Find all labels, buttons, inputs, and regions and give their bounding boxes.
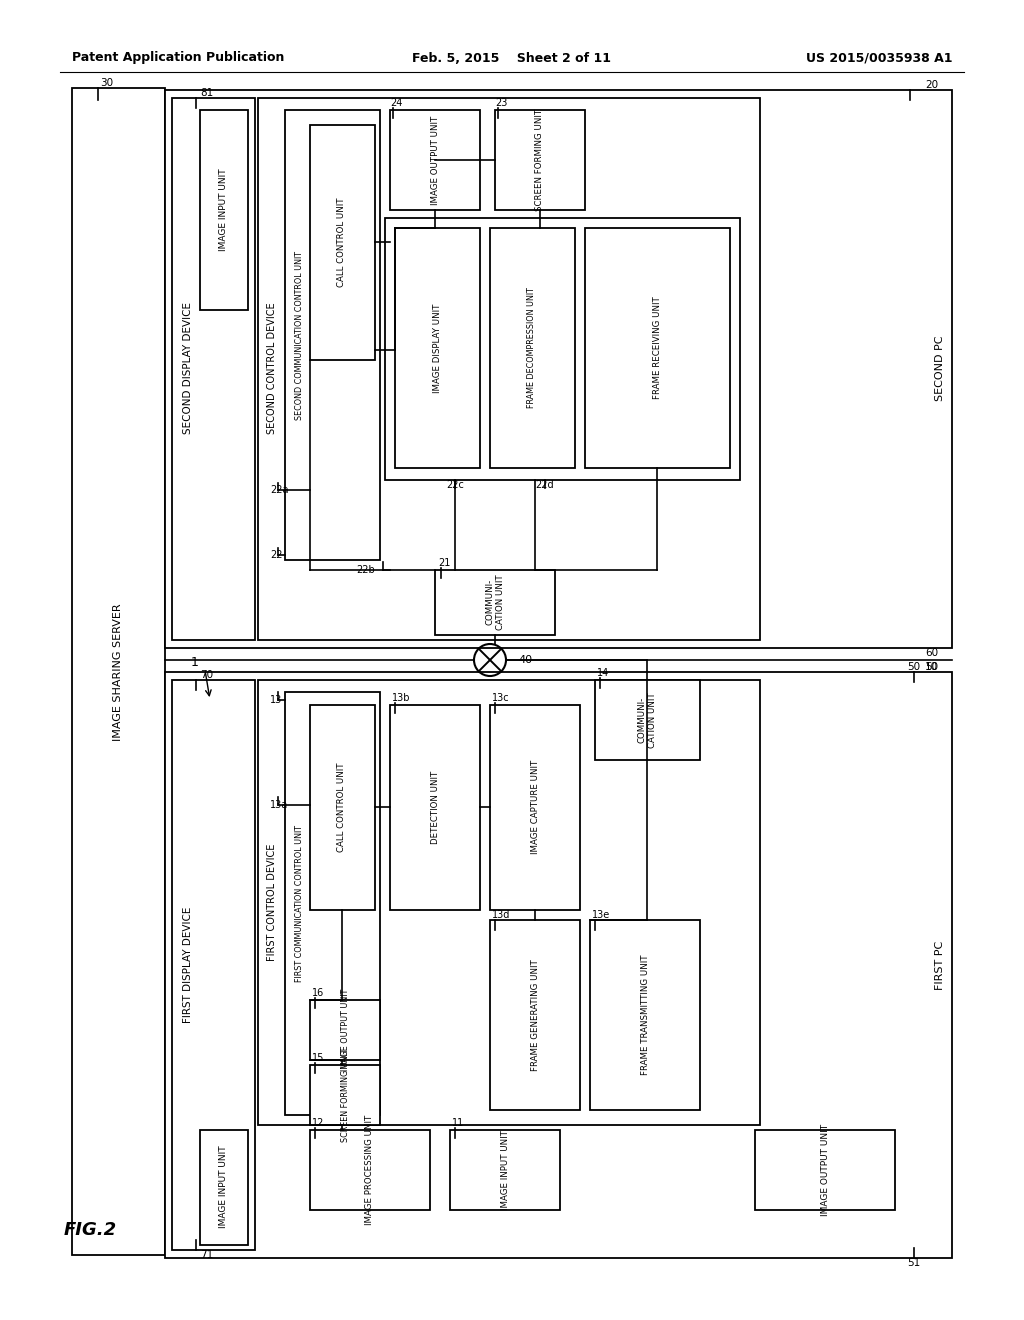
Text: IMAGE OUTPUT UNIT: IMAGE OUTPUT UNIT bbox=[341, 989, 349, 1071]
Bar bbox=[258, 680, 760, 1125]
Bar bbox=[172, 98, 255, 640]
Bar bbox=[285, 692, 380, 1115]
Text: 51: 51 bbox=[906, 1258, 920, 1269]
Text: Feb. 5, 2015    Sheet 2 of 11: Feb. 5, 2015 Sheet 2 of 11 bbox=[413, 51, 611, 65]
Text: 14: 14 bbox=[597, 668, 609, 678]
Text: 50: 50 bbox=[925, 663, 938, 672]
Text: 13e: 13e bbox=[592, 909, 610, 920]
Text: 30: 30 bbox=[100, 78, 113, 88]
Bar bbox=[495, 110, 585, 210]
Bar bbox=[490, 228, 575, 469]
Text: CALL CONTROL UNIT: CALL CONTROL UNIT bbox=[338, 762, 346, 851]
Text: 15: 15 bbox=[312, 1053, 325, 1063]
Text: IMAGE OUTPUT UNIT: IMAGE OUTPUT UNIT bbox=[820, 1123, 829, 1216]
Text: 23: 23 bbox=[495, 98, 507, 108]
Text: 71: 71 bbox=[200, 1250, 213, 1261]
Bar bbox=[490, 705, 580, 909]
Text: FIRST CONTROL DEVICE: FIRST CONTROL DEVICE bbox=[267, 843, 278, 961]
Text: 13c: 13c bbox=[492, 693, 510, 704]
Bar bbox=[310, 1130, 430, 1210]
Text: SECOND PC: SECOND PC bbox=[935, 335, 945, 401]
Text: US 2015/0035938 A1: US 2015/0035938 A1 bbox=[806, 51, 952, 65]
Bar bbox=[72, 88, 165, 1255]
Bar bbox=[165, 90, 952, 648]
Bar bbox=[450, 1130, 560, 1210]
Bar bbox=[490, 920, 580, 1110]
Text: FRAME RECEIVING UNIT: FRAME RECEIVING UNIT bbox=[652, 297, 662, 400]
Text: SECOND DISPLAY DEVICE: SECOND DISPLAY DEVICE bbox=[183, 302, 193, 434]
Text: DETECTION UNIT: DETECTION UNIT bbox=[430, 771, 439, 843]
Bar bbox=[285, 110, 380, 560]
Bar bbox=[165, 672, 952, 1258]
Text: 40: 40 bbox=[518, 655, 532, 665]
Text: 11: 11 bbox=[452, 1118, 464, 1129]
Text: 22b: 22b bbox=[356, 565, 375, 576]
Text: 13: 13 bbox=[270, 696, 283, 705]
Bar bbox=[258, 98, 760, 640]
Bar bbox=[172, 680, 255, 1250]
Text: 22a: 22a bbox=[270, 484, 289, 495]
Bar bbox=[200, 1130, 248, 1245]
Bar bbox=[395, 228, 480, 469]
Text: 13a: 13a bbox=[270, 800, 288, 810]
Bar bbox=[385, 218, 740, 480]
Text: FIG.2: FIG.2 bbox=[63, 1221, 117, 1239]
Text: 16: 16 bbox=[312, 987, 325, 998]
Text: SECOND COMMUNICATION CONTROL UNIT: SECOND COMMUNICATION CONTROL UNIT bbox=[296, 251, 304, 420]
Bar bbox=[755, 1130, 895, 1210]
Text: FRAME DECOMPRESSION UNIT: FRAME DECOMPRESSION UNIT bbox=[527, 288, 537, 408]
Text: 20: 20 bbox=[925, 81, 938, 90]
Text: COMMUNI-
CATION UNIT: COMMUNI- CATION UNIT bbox=[637, 692, 656, 748]
Text: Patent Application Publication: Patent Application Publication bbox=[72, 51, 285, 65]
Text: IMAGE CAPTURE UNIT: IMAGE CAPTURE UNIT bbox=[530, 760, 540, 854]
Text: IMAGE INPUT UNIT: IMAGE INPUT UNIT bbox=[219, 1146, 228, 1229]
Bar bbox=[310, 125, 375, 360]
Text: SCREEN FORMING UNIT: SCREEN FORMING UNIT bbox=[536, 110, 545, 211]
Text: IMAGE SHARING SERVER: IMAGE SHARING SERVER bbox=[113, 603, 123, 741]
Text: SECOND CONTROL DEVICE: SECOND CONTROL DEVICE bbox=[267, 302, 278, 434]
Text: 22c: 22c bbox=[446, 480, 464, 490]
Text: COMMUNI-
CATION UNIT: COMMUNI- CATION UNIT bbox=[485, 574, 505, 630]
Bar bbox=[590, 920, 700, 1110]
Text: IMAGE INPUT UNIT: IMAGE INPUT UNIT bbox=[501, 1130, 510, 1210]
Bar bbox=[390, 705, 480, 909]
Text: 50: 50 bbox=[907, 663, 920, 672]
Text: 60: 60 bbox=[925, 648, 938, 657]
Bar bbox=[200, 110, 248, 310]
Bar bbox=[390, 110, 480, 210]
Text: FIRST PC: FIRST PC bbox=[935, 940, 945, 990]
Bar bbox=[585, 228, 730, 469]
Bar bbox=[595, 680, 700, 760]
Text: 22d: 22d bbox=[536, 480, 554, 490]
Text: FIRST DISPLAY DEVICE: FIRST DISPLAY DEVICE bbox=[183, 907, 193, 1023]
Bar bbox=[310, 1001, 380, 1060]
Bar bbox=[310, 1065, 380, 1125]
Text: IMAGE OUTPUT UNIT: IMAGE OUTPUT UNIT bbox=[430, 115, 439, 205]
Text: FIRST COMMUNICATION CONTROL UNIT: FIRST COMMUNICATION CONTROL UNIT bbox=[296, 825, 304, 982]
Text: 13d: 13d bbox=[492, 909, 510, 920]
Text: IMAGE INPUT UNIT: IMAGE INPUT UNIT bbox=[219, 169, 228, 251]
Text: IMAGE PROCESSING UNIT: IMAGE PROCESSING UNIT bbox=[366, 1115, 375, 1225]
Text: 10: 10 bbox=[925, 663, 938, 672]
Text: SCREEN FORMING UNIT: SCREEN FORMING UNIT bbox=[341, 1048, 349, 1142]
Text: 81: 81 bbox=[200, 88, 213, 98]
Text: FRAME TRANSMITTING UNIT: FRAME TRANSMITTING UNIT bbox=[640, 954, 649, 1076]
Text: 13b: 13b bbox=[392, 693, 411, 704]
Text: IMAGE DISPLAY UNIT: IMAGE DISPLAY UNIT bbox=[432, 304, 441, 392]
Text: CALL CONTROL UNIT: CALL CONTROL UNIT bbox=[338, 197, 346, 286]
Text: FRAME GENERATING UNIT: FRAME GENERATING UNIT bbox=[530, 960, 540, 1071]
Bar bbox=[435, 570, 555, 635]
Text: 24: 24 bbox=[390, 98, 402, 108]
Bar bbox=[310, 705, 375, 909]
Text: 1: 1 bbox=[191, 656, 199, 668]
Text: 21: 21 bbox=[438, 558, 451, 568]
Text: 70: 70 bbox=[200, 671, 213, 680]
Text: 22: 22 bbox=[270, 550, 283, 560]
Text: 12: 12 bbox=[312, 1118, 325, 1129]
